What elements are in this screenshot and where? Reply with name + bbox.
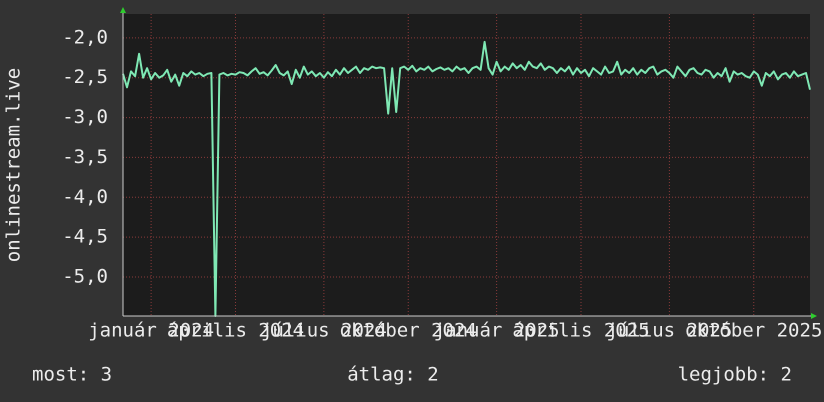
y-tick-label: -3,0	[62, 106, 108, 128]
y-tick-label: -3,5	[62, 146, 108, 168]
legend-item: most: 3	[32, 364, 112, 386]
legend-item: átlag: 2	[347, 364, 439, 386]
plot-area	[123, 14, 810, 316]
x-tick-label: október 2024	[340, 320, 477, 342]
y-axis-label: onlinestream.live	[3, 68, 25, 262]
y-tick-label: -2,5	[62, 66, 108, 88]
line	[122, 40, 811, 317]
y-tick-label: -2,0	[62, 26, 108, 48]
legend-item: legjobb: 2	[678, 364, 792, 386]
axis-arrow	[811, 313, 817, 319]
x-tick-label: július 2025	[606, 320, 732, 342]
x-tick-label: április 2025	[512, 320, 649, 342]
x-tick-label: október 2025	[685, 320, 822, 342]
axis-arrow	[120, 7, 126, 13]
x-tick-label: július 2024	[261, 320, 387, 342]
y-tick-label: -4,0	[62, 186, 108, 208]
y-tick-label: -4,5	[62, 226, 108, 248]
x-tick-label: április 2024	[167, 320, 304, 342]
x-tick-label: január 2025	[434, 320, 560, 342]
x-tick-label: január 2024	[88, 320, 214, 342]
y-tick-label: -5,0	[62, 265, 108, 287]
